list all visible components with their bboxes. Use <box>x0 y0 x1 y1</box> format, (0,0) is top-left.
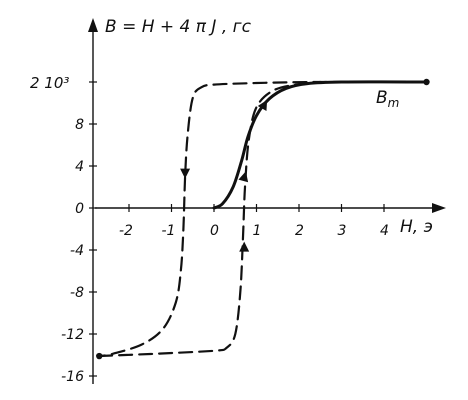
x-ticks: -2 -1 0 1 2 3 4 <box>119 204 389 239</box>
x-tick: -1 <box>162 204 176 239</box>
x-tick-label: -1 <box>162 223 176 239</box>
y-tick: 8 <box>75 117 97 133</box>
y-tick-label: 0 <box>75 201 84 217</box>
x-tick: -2 <box>119 204 133 239</box>
y-tick-label: 8 <box>75 117 84 133</box>
y-axis-title: B = H + 4 π J , гс <box>105 17 252 37</box>
x-tick-label: 0 <box>210 223 219 239</box>
y-tick-label: -16 <box>61 369 84 385</box>
hysteresis-branch <box>98 80 322 358</box>
y-tick: -16 <box>61 369 97 385</box>
saturation-point-positive <box>423 78 430 86</box>
x-tick-label: -2 <box>119 223 133 239</box>
x-tick-label: 2 <box>295 223 304 239</box>
y-tick: -4 <box>70 243 97 259</box>
x-axis-arrow <box>432 203 446 213</box>
y-tick-label: -12 <box>61 327 84 343</box>
direction-arrows <box>180 99 268 252</box>
y-tick-label: -4 <box>70 243 84 259</box>
hysteresis-branch <box>98 80 428 358</box>
x-tick-label: 4 <box>380 223 389 239</box>
y-tick: -8 <box>70 285 97 301</box>
y-axis-arrow <box>88 18 98 32</box>
x-tick-label: 3 <box>338 223 347 239</box>
y-tick: 0 <box>75 201 97 217</box>
arrow-up-right-branch <box>239 241 250 252</box>
y-scale-label: 2 10³ <box>30 74 69 92</box>
y-tick: -12 <box>61 327 97 343</box>
y-ticks: -16 -12 -8 -4 0 4 8 <box>61 81 97 385</box>
x-axis-title: H, э <box>400 217 433 237</box>
curves <box>96 78 430 360</box>
saturation-point-negative <box>96 352 103 360</box>
x-tick: 2 <box>295 204 304 239</box>
x-tick-label: 1 <box>253 223 262 239</box>
y-tick: 4 <box>75 159 97 175</box>
arrow-up-upper-solid <box>257 99 268 112</box>
axes <box>88 18 446 384</box>
x-tick: 4 <box>380 204 389 239</box>
y-tick-label: -8 <box>70 285 84 301</box>
arrow-down-left-branch <box>180 168 191 179</box>
series-label-bm: Bm <box>376 88 399 110</box>
arrow-up-solid-curve <box>238 171 249 183</box>
y-tick-label: 4 <box>75 159 84 175</box>
x-tick: 3 <box>338 204 347 239</box>
x-tick: 1 <box>253 204 262 239</box>
